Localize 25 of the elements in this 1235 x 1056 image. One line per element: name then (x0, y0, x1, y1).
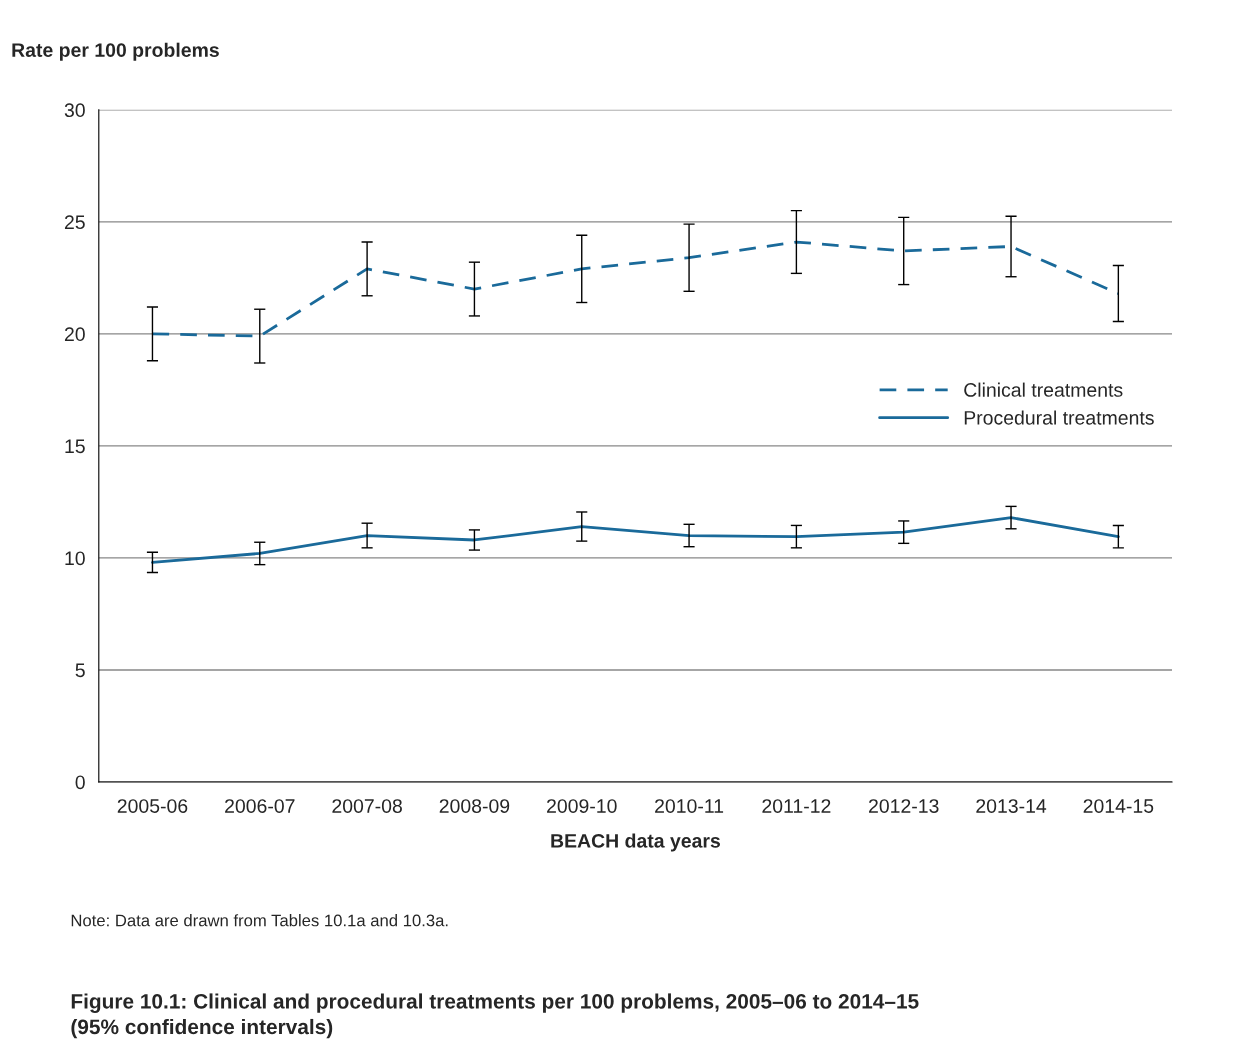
x-tick-label: 2005-06 (117, 799, 188, 813)
y-tick-label: 25 (64, 215, 85, 230)
y-tick-label: 30 (64, 103, 85, 118)
line-series (151, 240, 1120, 338)
y-axis-title: Rate per 100 problems (12, 42, 219, 61)
legend-label: Clinical treatments (964, 382, 1123, 397)
x-tick-label: 2006-07 (225, 799, 295, 813)
x-tick-label: 2012-13 (869, 799, 939, 813)
text: Figure 10.1: Clinical and procedural treatments per 100 problems, 2005–06 to 2014–15 (95% confidence intervals) (71, 993, 919, 1039)
text: Note: Data are drawn from Tables 10.1a and 10.3a. (71, 914, 448, 927)
y-tick-label: 20 (64, 327, 85, 342)
x-tick-label: 2013-14 (976, 799, 1047, 813)
x-tick-label: 2014-15 (1083, 799, 1154, 813)
y-tick-label: 10 (65, 551, 85, 566)
x-tick-label: 2008-09 (439, 799, 510, 813)
x-tick-label: 2009-10 (547, 799, 617, 813)
line-series (151, 516, 1120, 564)
x-tick-label: 2011-12 (762, 799, 831, 813)
legend-label: Procedural treatments (964, 410, 1154, 425)
x-axis-title: BEACH data years (551, 833, 720, 852)
y-tick-label: 5 (75, 663, 85, 678)
x-tick-label: 2010-11 (655, 799, 724, 813)
y-tick-label: 0 (75, 775, 85, 790)
y-tick-label: 15 (65, 439, 85, 454)
x-tick-label: 2007-08 (332, 799, 402, 813)
